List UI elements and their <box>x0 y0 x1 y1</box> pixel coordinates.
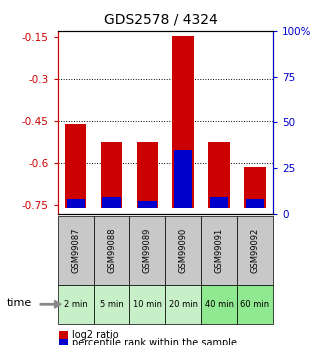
Text: GSM99087: GSM99087 <box>71 227 80 273</box>
Text: 40 min: 40 min <box>204 300 234 309</box>
Bar <box>174 150 192 208</box>
Bar <box>246 199 264 208</box>
Bar <box>102 197 121 208</box>
Bar <box>138 201 157 208</box>
Text: GSM99088: GSM99088 <box>107 227 116 273</box>
Text: percentile rank within the sample: percentile rank within the sample <box>72 338 237 345</box>
Bar <box>244 167 266 208</box>
Bar <box>101 142 122 208</box>
Text: 2 min: 2 min <box>64 300 88 309</box>
Bar <box>66 199 85 208</box>
Text: GSM99090: GSM99090 <box>179 227 188 273</box>
Bar <box>210 197 228 208</box>
Text: 5 min: 5 min <box>100 300 123 309</box>
Bar <box>65 124 86 208</box>
Text: 10 min: 10 min <box>133 300 162 309</box>
Text: 20 min: 20 min <box>169 300 198 309</box>
Text: ■: ■ <box>58 337 69 345</box>
Text: 60 min: 60 min <box>240 300 270 309</box>
Text: ■: ■ <box>58 329 69 342</box>
Bar <box>208 142 230 208</box>
Text: GSM99092: GSM99092 <box>250 227 259 273</box>
Bar <box>137 142 158 208</box>
Bar <box>172 36 194 208</box>
Text: log2 ratio: log2 ratio <box>72 331 119 340</box>
Text: time: time <box>6 298 32 308</box>
Text: GDS2578 / 4324: GDS2578 / 4324 <box>104 12 217 26</box>
Text: GSM99091: GSM99091 <box>214 227 224 273</box>
Text: GSM99089: GSM99089 <box>143 227 152 273</box>
